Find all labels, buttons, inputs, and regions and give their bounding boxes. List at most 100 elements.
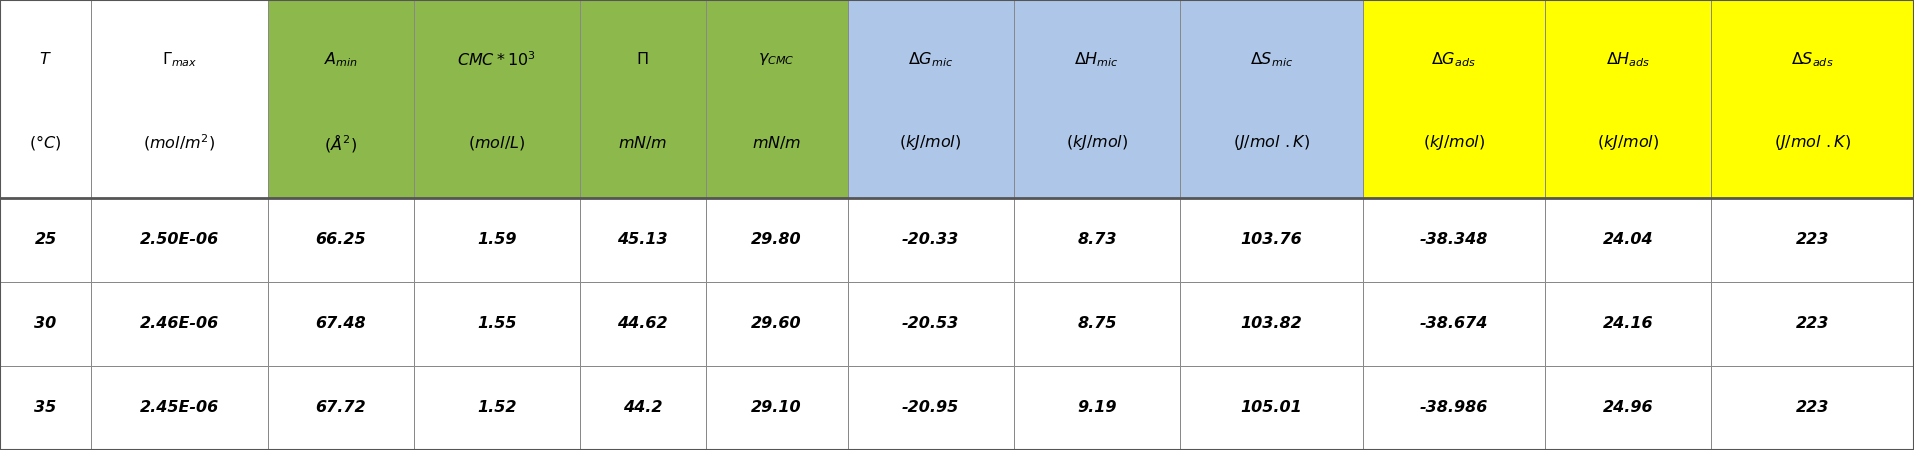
Bar [848,198,1014,282]
Bar [92,282,268,366]
Bar [580,0,706,198]
Text: $\Delta H_{mic}$: $\Delta H_{mic}$ [1074,50,1120,69]
Text: 103.82: 103.82 [1240,316,1302,332]
Text: $(\AA^{2})$: $(\AA^{2})$ [323,131,358,153]
Bar [580,198,706,282]
Text: 223: 223 [1795,316,1830,332]
Text: 67.48: 67.48 [316,316,366,332]
Bar [1363,282,1545,366]
Text: $CMC*10^{3}$: $CMC*10^{3}$ [457,50,536,69]
Text: $\Delta S_{ads}$: $\Delta S_{ads}$ [1792,50,1834,69]
Text: 24.16: 24.16 [1602,316,1654,332]
Text: 2.46E-06: 2.46E-06 [140,316,218,332]
Text: 30: 30 [34,316,57,332]
Text: $mN/m$: $mN/m$ [752,134,802,151]
Text: $\Pi$: $\Pi$ [637,51,649,68]
Text: 44.62: 44.62 [618,316,668,332]
Text: 1.59: 1.59 [477,233,517,248]
Text: 103.76: 103.76 [1240,233,1302,248]
Text: 29.10: 29.10 [750,400,802,415]
Text: -20.95: -20.95 [901,400,959,415]
Text: 24.96: 24.96 [1602,400,1654,415]
Text: $(kJ/mol)$: $(kJ/mol)$ [1066,133,1127,152]
Bar [1711,0,1914,198]
Text: $\Delta G_{ads}$: $\Delta G_{ads}$ [1432,50,1476,69]
Text: 223: 223 [1795,233,1830,248]
Text: $(kJ/mol)$: $(kJ/mol)$ [1596,133,1659,152]
Bar [1181,198,1363,282]
Bar [848,282,1014,366]
Text: $(J/mol\ .K)$: $(J/mol\ .K)$ [1774,133,1851,152]
Bar [1014,0,1181,198]
Bar [0,0,92,198]
Text: 29.80: 29.80 [750,233,802,248]
Text: 44.2: 44.2 [622,400,662,415]
Bar [580,366,706,450]
Text: 2.50E-06: 2.50E-06 [140,233,218,248]
Bar [1545,198,1711,282]
Bar [848,0,1014,198]
Bar [1014,366,1181,450]
Text: -38.986: -38.986 [1420,400,1487,415]
Bar [413,0,580,198]
Text: 8.75: 8.75 [1078,316,1116,332]
Text: 66.25: 66.25 [316,233,366,248]
Text: 1.55: 1.55 [477,316,517,332]
Bar [268,198,413,282]
Bar [0,282,92,366]
Bar [706,282,848,366]
Bar [413,282,580,366]
Text: $(mol/L)$: $(mol/L)$ [469,134,524,152]
Bar [706,198,848,282]
Bar [1014,198,1181,282]
Text: 67.72: 67.72 [316,400,366,415]
Text: $T$: $T$ [38,51,52,68]
Text: 25: 25 [34,233,57,248]
Text: $(kJ/mol)$: $(kJ/mol)$ [900,133,963,152]
Bar [1545,366,1711,450]
Bar [92,198,268,282]
Bar [1181,366,1363,450]
Bar [1014,282,1181,366]
Text: $(J/mol\ .K)$: $(J/mol\ .K)$ [1233,133,1309,152]
Bar [413,198,580,282]
Bar [1363,366,1545,450]
Bar [268,282,413,366]
Text: 45.13: 45.13 [618,233,668,248]
Bar [706,366,848,450]
Bar [1711,366,1914,450]
Bar [413,366,580,450]
Text: 35: 35 [34,400,57,415]
Bar [1363,0,1545,198]
Text: 105.01: 105.01 [1240,400,1302,415]
Text: 24.04: 24.04 [1602,233,1654,248]
Bar [1711,198,1914,282]
Text: $\gamma_{CMC}$: $\gamma_{CMC}$ [758,51,794,68]
Text: $mN/m$: $mN/m$ [618,134,668,151]
Text: -20.33: -20.33 [901,233,959,248]
Text: 1.52: 1.52 [477,400,517,415]
Text: $(°C)$: $(°C)$ [29,133,61,152]
Bar [1181,282,1363,366]
Bar [1545,282,1711,366]
Bar [580,282,706,366]
Text: $\Delta S_{mic}$: $\Delta S_{mic}$ [1250,50,1292,69]
Text: 8.73: 8.73 [1078,233,1116,248]
Text: -38.348: -38.348 [1420,233,1487,248]
Bar [268,0,413,198]
Bar [0,198,92,282]
Bar [1711,282,1914,366]
Bar [706,0,848,198]
Bar [92,0,268,198]
Bar [848,366,1014,450]
Text: 223: 223 [1795,400,1830,415]
Text: $(mol/m^{2})$: $(mol/m^{2})$ [144,132,216,153]
Text: $\Delta G_{mic}$: $\Delta G_{mic}$ [907,50,953,69]
Bar [0,366,92,450]
Bar [1363,198,1545,282]
Text: $\Delta H_{ads}$: $\Delta H_{ads}$ [1606,50,1650,69]
Text: $A_{min}$: $A_{min}$ [323,50,358,69]
Text: $(kJ/mol)$: $(kJ/mol)$ [1422,133,1485,152]
Text: -20.53: -20.53 [901,316,959,332]
Bar [1545,0,1711,198]
